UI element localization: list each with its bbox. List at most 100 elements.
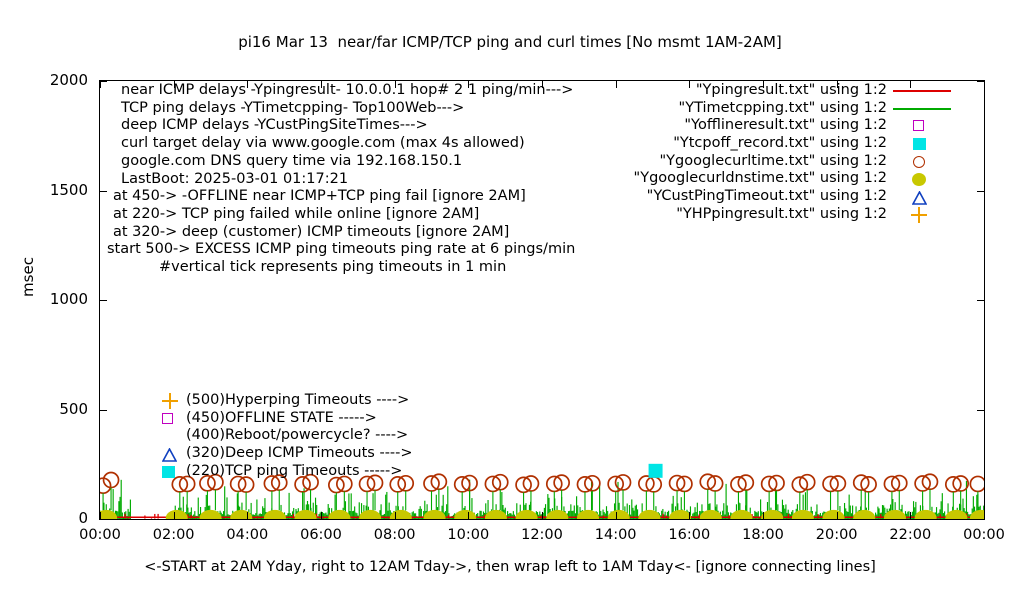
threshold-key-label: (320)Deep ICMP Timeouts ----> bbox=[186, 445, 413, 462]
y-tick-mark bbox=[100, 519, 107, 520]
x-tick-label: 00:00 bbox=[79, 527, 121, 543]
y-tick-label: 1500 bbox=[49, 180, 88, 199]
threshold-key-row: (220)TCP ping Timeouts -----> bbox=[160, 463, 520, 481]
series-legend: "Ypingresult.txt" using 1:2 "YTimetcpping… bbox=[575, 82, 985, 224]
x-tick-mark bbox=[542, 512, 543, 519]
x-tick-label: 22:00 bbox=[889, 527, 932, 543]
legend-label: "YTimetcpping.txt" using 1:2 bbox=[678, 99, 887, 116]
plus-icon bbox=[911, 206, 927, 223]
annotation-line: at 220-> TCP ping failed while online [i… bbox=[113, 205, 480, 222]
x-tick-mark bbox=[984, 512, 985, 519]
y-tick-mark bbox=[977, 409, 984, 411]
x-tick-mark bbox=[836, 512, 838, 519]
square-filled-icon bbox=[913, 138, 926, 151]
annotation-line: google.com DNS query time via 192.168.15… bbox=[121, 152, 463, 169]
threshold-key-label: (220)TCP ping Timeouts -----> bbox=[186, 462, 403, 479]
x-tick-mark bbox=[542, 81, 543, 88]
legend-label: "YHPpingresult.txt" using 1:2 bbox=[676, 205, 887, 222]
square-open-icon bbox=[913, 120, 924, 132]
annotation-line: deep ICMP delays -YCustPingSiteTimes---> bbox=[121, 117, 428, 134]
legend-row: "YHPpingresult.txt" using 1:2 bbox=[575, 206, 985, 224]
y-tick-label: 2000 bbox=[49, 71, 88, 89]
threshold-key-label: (400)Reboot/powercycle? ----> bbox=[186, 427, 409, 444]
x-tick-label: 18:00 bbox=[742, 527, 784, 543]
x-axis-caption: <-START at 2AM Yday, right to 12AM Tday-… bbox=[144, 559, 876, 575]
legend-row: "Ygooglecurldnstime.txt" using 1:2 bbox=[575, 170, 985, 188]
circle-filled-icon bbox=[912, 173, 926, 187]
y-tick-mark bbox=[977, 300, 984, 301]
triangle-open-icon bbox=[911, 190, 928, 211]
x-tick-mark bbox=[100, 512, 101, 519]
x-tick-mark bbox=[394, 81, 396, 88]
y-tick-mark bbox=[100, 81, 107, 82]
series-dns-query-markers bbox=[100, 509, 984, 519]
legend-row: "Ygooglecurltime.txt" using 1:2 bbox=[575, 153, 985, 171]
x-tick-mark bbox=[321, 512, 322, 519]
threshold-key-symbol bbox=[160, 445, 186, 463]
y-tick-label: 1000 bbox=[49, 290, 88, 308]
threshold-key-label: (450)OFFLINE STATE -----> bbox=[186, 409, 377, 426]
legend-row: "Yofflineresult.txt" using 1:2 bbox=[575, 117, 985, 135]
plot-area bbox=[99, 80, 985, 520]
x-tick-mark bbox=[836, 81, 838, 88]
annotation-line: near ICMP delays -Ypingresult- 10.0.0.1 … bbox=[121, 82, 574, 98]
threshold-key-symbol bbox=[160, 410, 186, 428]
x-tick-mark bbox=[321, 81, 322, 88]
x-tick-mark bbox=[247, 81, 249, 88]
x-tick-mark bbox=[468, 512, 470, 519]
legend-row: "Ypingresult.txt" using 1:2 bbox=[575, 82, 985, 100]
legend-label: "Ygooglecurldnstime.txt" using 1:2 bbox=[633, 170, 887, 187]
x-tick-mark bbox=[910, 512, 912, 519]
legend-line-swatch bbox=[893, 90, 951, 92]
threshold-key-row: (320)Deep ICMP Timeouts ----> bbox=[160, 445, 520, 463]
x-tick-mark bbox=[468, 81, 470, 88]
plot-series-canvas bbox=[100, 463, 984, 519]
threshold-key-row: (500)Hyperping Timeouts ----> bbox=[160, 392, 520, 410]
x-tick-mark bbox=[100, 81, 101, 88]
series-tcp-timeout-markers bbox=[648, 463, 663, 478]
square-filled-icon bbox=[162, 465, 175, 478]
x-tick-label: 06:00 bbox=[300, 527, 342, 543]
legend-label: "Ygooglecurltime.txt" using 1:2 bbox=[659, 152, 888, 169]
x-tick-mark bbox=[173, 81, 175, 88]
series-google-curl-markers bbox=[100, 471, 984, 511]
x-tick-label: 16:00 bbox=[668, 527, 711, 543]
x-tick-mark bbox=[689, 512, 691, 519]
legend-label: "YCustPingTimeout.txt" using 1:2 bbox=[646, 188, 887, 205]
x-tick-mark bbox=[984, 81, 985, 88]
threshold-key-label: (500)Hyperping Timeouts ----> bbox=[186, 392, 410, 408]
legend-symbol bbox=[887, 135, 957, 153]
legend-symbol bbox=[887, 117, 957, 135]
legend-symbol bbox=[887, 100, 957, 118]
y-tick-mark bbox=[977, 190, 984, 192]
x-tick-mark bbox=[615, 81, 617, 88]
legend-symbol bbox=[887, 188, 957, 206]
x-tick-mark bbox=[394, 512, 396, 519]
legend-label: "Ypingresult.txt" using 1:2 bbox=[695, 82, 887, 98]
x-tick-label: 12:00 bbox=[521, 527, 563, 543]
x-tick-mark bbox=[615, 512, 617, 519]
annotation-line: start 500-> EXCESS ICMP ping timeouts pi… bbox=[107, 241, 576, 258]
x-tick-label: 14:00 bbox=[594, 527, 637, 543]
annotation-note-block: near ICMP delays -Ypingresult- 10.0.0.1 … bbox=[99, 82, 659, 277]
x-tick-label: 00:00 bbox=[963, 527, 1005, 543]
legend-symbol bbox=[887, 170, 957, 188]
y-tick-mark bbox=[977, 519, 984, 520]
y-tick-mark bbox=[977, 81, 984, 82]
legend-row: "YTimetcpping.txt" using 1:2 bbox=[575, 100, 985, 118]
x-tick-label: 02:00 bbox=[152, 527, 195, 543]
annotation-line: #vertical tick represents ping timeouts … bbox=[159, 259, 507, 276]
threshold-key-row: (400)Reboot/powercycle? ----> bbox=[160, 427, 520, 445]
y-tick-label: 500 bbox=[59, 399, 88, 418]
x-tick-label: 20:00 bbox=[815, 527, 858, 543]
annotation-line: LastBoot: 2025-03-01 01:17:21 bbox=[121, 170, 349, 187]
legend-row: "Ytcpoff_record.txt" using 1:2 bbox=[575, 135, 985, 153]
legend-row: "YCustPingTimeout.txt" using 1:2 bbox=[575, 188, 985, 206]
legend-line-swatch bbox=[893, 107, 951, 110]
x-tick-label: 04:00 bbox=[226, 527, 269, 543]
y-tick-label: 0 bbox=[78, 509, 88, 527]
annotation-line: TCP ping delays -YTimetcpping- Top100Web… bbox=[121, 99, 465, 116]
x-tick-mark bbox=[173, 512, 175, 519]
page-title: pi16 Mar 13 near/far ICMP/TCP ping and c… bbox=[238, 33, 782, 51]
